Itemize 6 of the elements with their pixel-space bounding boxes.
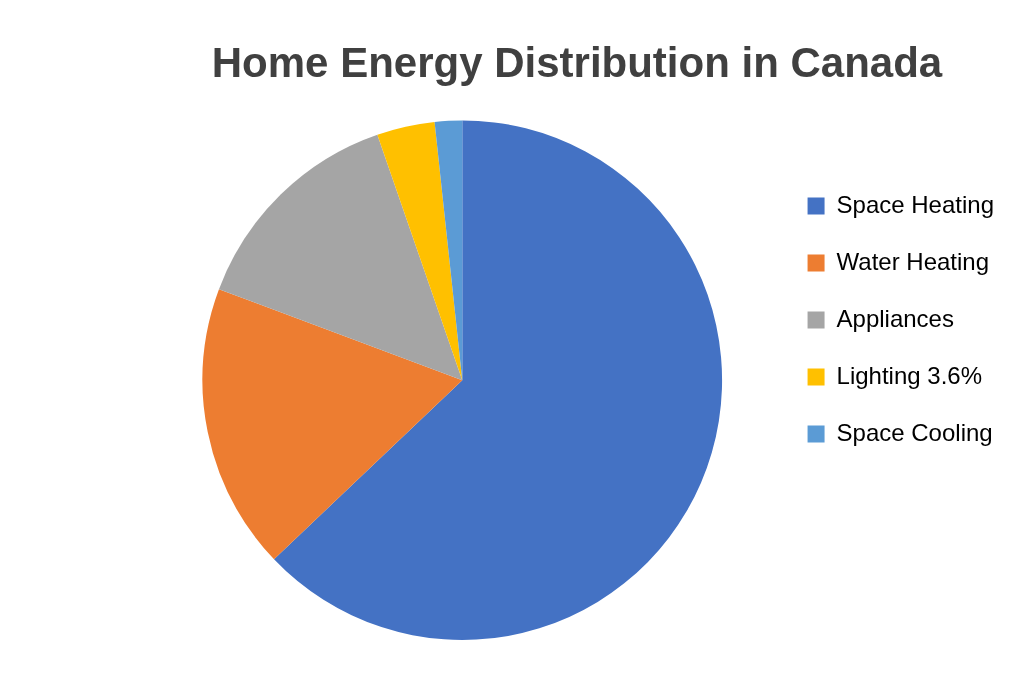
legend-label: Space Cooling [836,418,993,446]
legend-label: Lighting 3.6% [836,361,983,389]
legend-label: Water Heating [836,247,990,275]
chart-title: Home Energy Distribution in Canada [211,38,943,86]
legend-label: Appliances [836,304,954,332]
legend-label: Space Heating [836,190,995,218]
